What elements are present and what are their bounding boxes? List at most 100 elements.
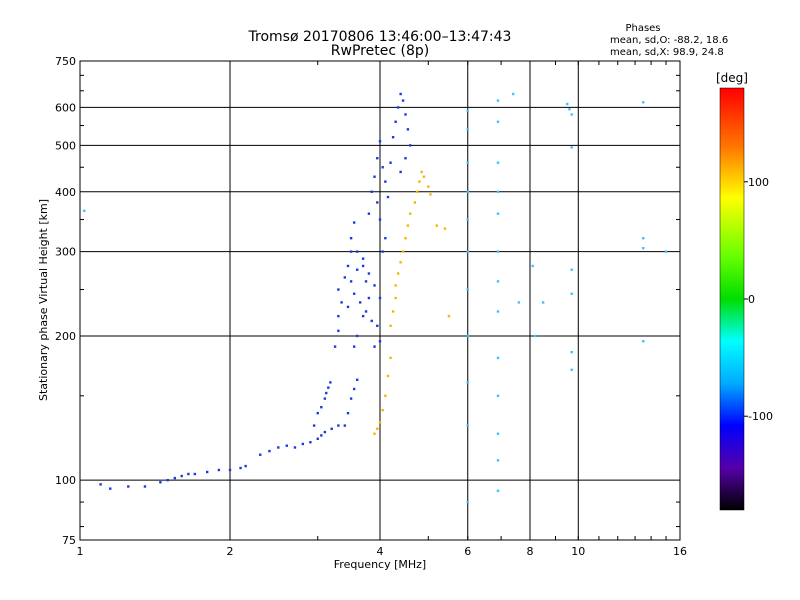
data-point [352, 387, 356, 391]
data-point [378, 140, 382, 143]
data-point [568, 107, 571, 111]
data-point [312, 424, 316, 427]
data-point [541, 301, 545, 304]
data-point [565, 102, 569, 106]
axis-ticks [79, 61, 681, 540]
data-point [409, 212, 412, 215]
data-point [418, 180, 421, 183]
data-point [466, 334, 469, 338]
data-point [427, 185, 430, 188]
data-point [373, 284, 376, 287]
data-point [376, 427, 379, 431]
data-point [511, 92, 515, 96]
phases-x-line: mean, sd,X: 98.9, 24.8 [610, 47, 724, 58]
data-point [389, 161, 392, 164]
data-point [466, 288, 469, 291]
colorbar-tick-label: -100 [748, 410, 773, 423]
data-point [517, 301, 521, 304]
data-point [367, 272, 371, 275]
data-point [83, 209, 86, 213]
x-tick-label: 2 [227, 545, 234, 558]
data-point [309, 441, 312, 444]
x-tick-label: 6 [464, 545, 471, 558]
data-point [381, 166, 384, 169]
data-point [429, 193, 432, 196]
data-point [384, 236, 387, 240]
data-point [642, 246, 645, 250]
data-point [396, 106, 400, 109]
data-point [496, 394, 500, 398]
data-point [389, 356, 392, 360]
data-point [570, 350, 573, 354]
data-point [570, 268, 573, 271]
data-point [376, 201, 379, 204]
data-point [415, 190, 419, 193]
data-point [259, 453, 262, 456]
data-point [205, 470, 209, 474]
data-point [285, 444, 288, 447]
data-point [320, 406, 323, 409]
data-point [570, 146, 573, 149]
data-point [337, 314, 340, 318]
x-tick-label: 10 [571, 545, 585, 558]
data-point [394, 284, 397, 287]
data-point [381, 250, 384, 253]
grid-lines [80, 61, 680, 540]
data-point [99, 483, 102, 486]
data-point [378, 218, 382, 221]
phases-o-line: mean, sd,O: -88.2, 18.6 [610, 35, 728, 46]
data-point [293, 446, 297, 449]
data-point [355, 250, 359, 253]
phases-title: Phases [625, 23, 660, 34]
data-point [337, 424, 340, 427]
data-point [337, 329, 340, 333]
data-point [466, 500, 469, 504]
chart-title: Tromsø 20170806 13:46:00–13:47:43 [248, 29, 512, 45]
data-point [193, 472, 197, 476]
data-point [355, 334, 359, 338]
data-point [496, 459, 500, 462]
data-point [217, 468, 221, 472]
y-tick-label: 75 [62, 534, 76, 547]
data-point [180, 474, 183, 478]
data-point [496, 212, 500, 215]
data-point [389, 324, 392, 328]
data-point [394, 120, 397, 123]
data-point [466, 190, 469, 193]
data-point [496, 190, 500, 193]
x-axis-label: Frequency [MHz] [334, 558, 426, 571]
data-point [642, 101, 645, 104]
data-point [364, 310, 368, 313]
data-point [420, 170, 423, 174]
data-point [373, 175, 376, 178]
data-point [355, 268, 359, 271]
data-point [466, 218, 469, 221]
data-point [384, 180, 387, 183]
data-point [143, 485, 147, 488]
data-point [404, 236, 407, 240]
data-point [422, 175, 426, 178]
data-point [406, 224, 410, 227]
y-tick-label: 500 [55, 139, 76, 152]
data-point [466, 381, 469, 384]
data-point [364, 280, 368, 283]
data-point [496, 161, 500, 164]
data-point [330, 427, 333, 431]
data-point [346, 264, 350, 268]
data-point [378, 421, 382, 424]
data-point [159, 481, 162, 484]
data-point [367, 212, 371, 215]
data-point [384, 394, 387, 398]
data-point [349, 397, 353, 400]
data-point [396, 272, 400, 275]
data-point [534, 334, 537, 338]
data-point [496, 99, 500, 102]
x-tick-labels: 1 2 4 6 8 10 16 [77, 545, 688, 558]
data-point [352, 292, 356, 295]
data-point [301, 442, 305, 446]
data-point [399, 92, 402, 96]
data-point [386, 195, 390, 199]
data-point [391, 135, 395, 139]
data-point [376, 324, 379, 328]
